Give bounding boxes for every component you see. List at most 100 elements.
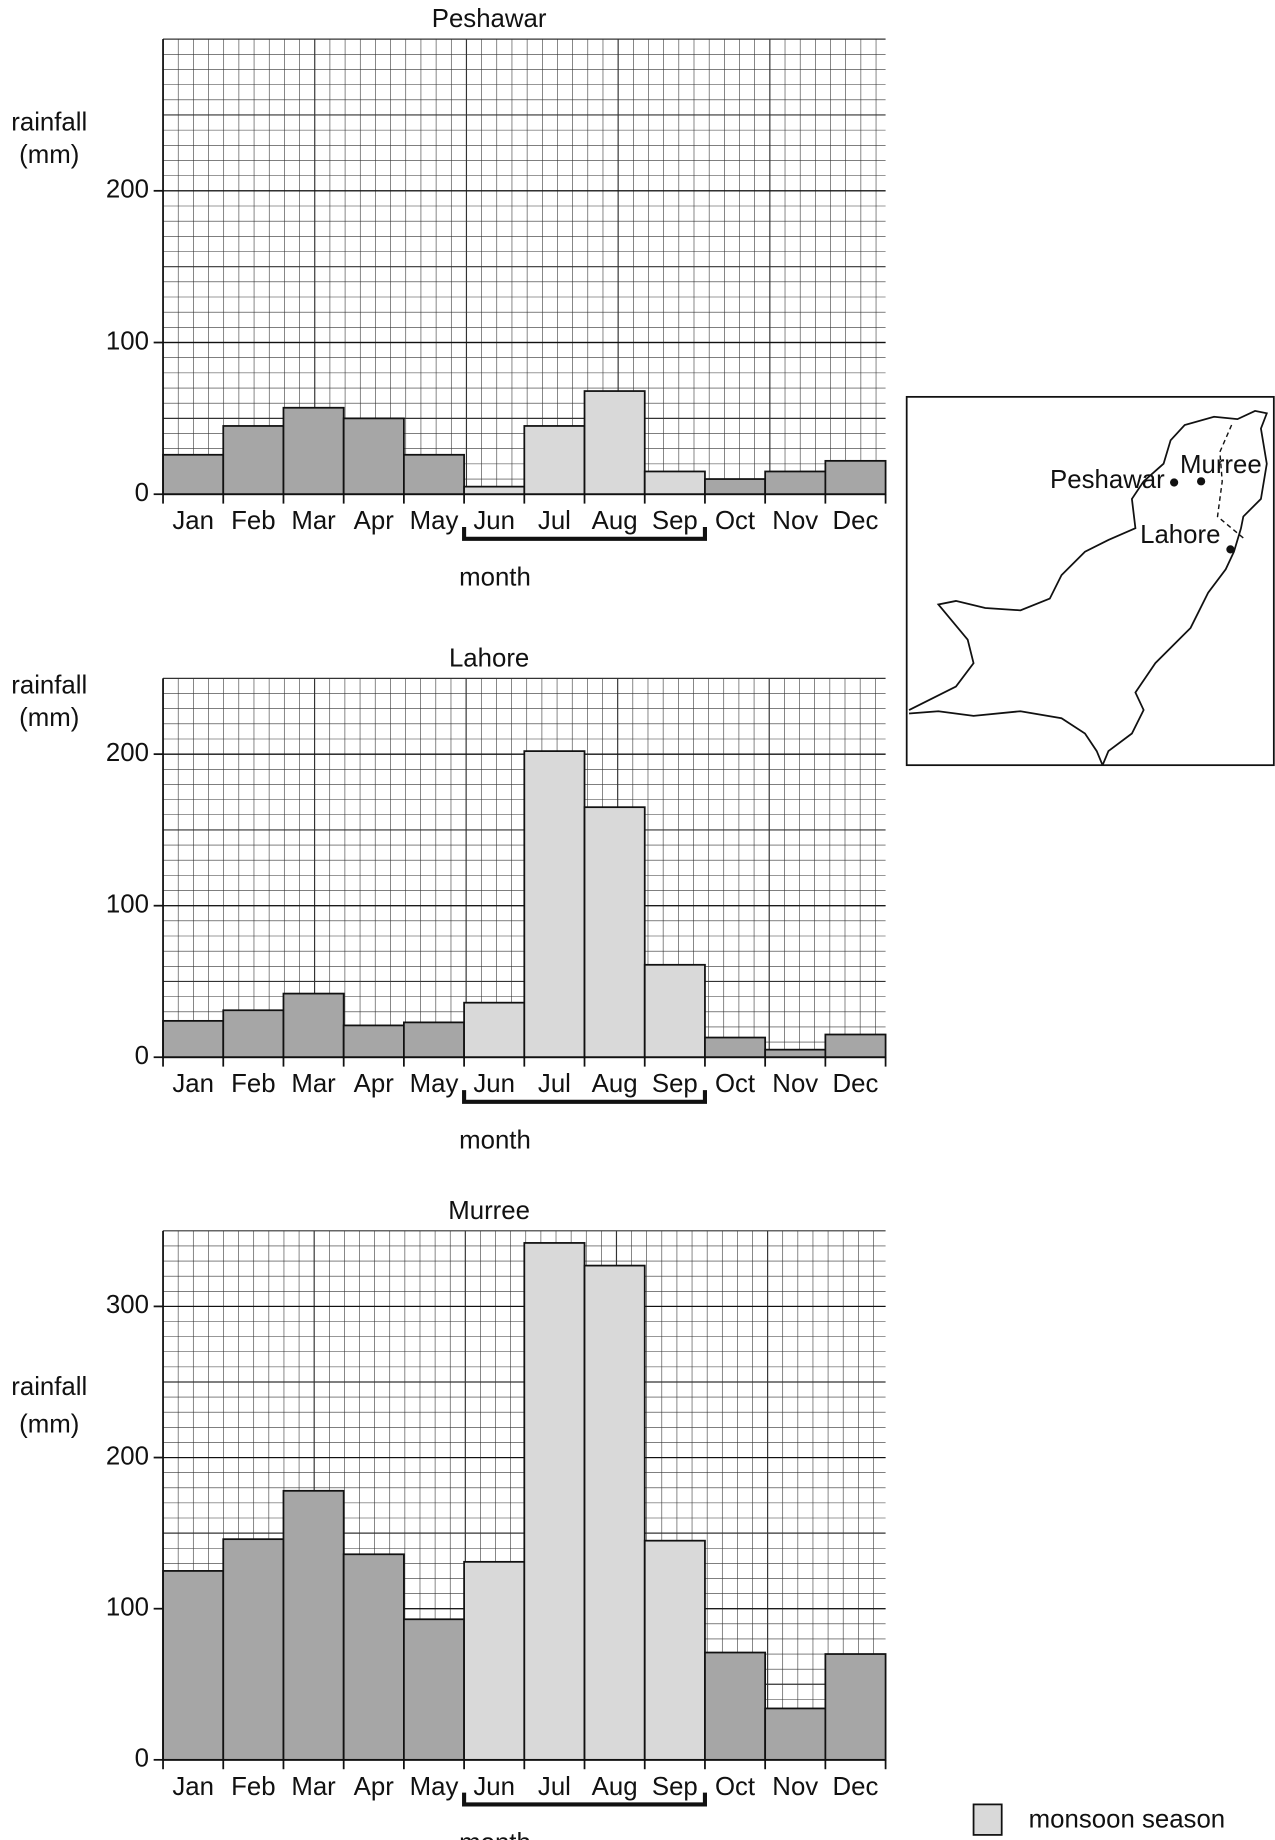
city-label: Peshawar (1050, 466, 1165, 494)
chart: Lahore rainfall (mm) 0 100 200 Jan Feb Mar Apr May… (11, 644, 887, 1155)
x-tick-label: Dec (833, 507, 879, 535)
chart-title: Murree (448, 1197, 530, 1225)
x-tick-label: Oct (715, 507, 755, 535)
x-tick-label: Mar (291, 1773, 336, 1801)
chart: Murree rainfall (mm) 0 100 200 300 Jan Feb Mar Apr… (11, 1197, 887, 1840)
y-tick-label: 100 (106, 891, 149, 919)
map: Peshawar Murree Lahore (905, 395, 1275, 767)
x-tick-label: Nov (772, 1773, 818, 1801)
map-frame (905, 395, 1275, 767)
x-tick-label: Sep (652, 1773, 698, 1801)
legend-label: monsoon season (1029, 1806, 1225, 1834)
x-tick-label: Aug (592, 1773, 638, 1801)
bar (162, 453, 225, 496)
bar (282, 1489, 345, 1761)
x-tick-label: Apr (354, 1070, 395, 1098)
city-dot (1226, 545, 1235, 554)
bar (162, 1019, 225, 1059)
bar (282, 406, 345, 496)
y-axis-label: rainfall (11, 671, 87, 699)
bar (403, 1021, 465, 1059)
monsoon-bracket (462, 1792, 707, 1807)
bar (764, 470, 827, 496)
bar (403, 1618, 465, 1761)
bar (704, 1651, 767, 1761)
x-tick-label: May (410, 1070, 459, 1098)
y-tick-label: 100 (106, 327, 149, 355)
y-axis-label: (mm) (19, 1410, 79, 1438)
y-tick-label: 0 (135, 479, 149, 507)
legend: monsoon season (972, 1803, 1225, 1836)
city-label: Murree (1180, 451, 1262, 479)
y-tick-label: 0 (135, 1745, 149, 1773)
x-axis-label: month (459, 1127, 531, 1155)
bar (523, 750, 586, 1059)
y-tick-label: 300 (106, 1291, 149, 1319)
bar (222, 1009, 285, 1059)
legend-swatch (972, 1803, 1003, 1836)
x-tick-label: Feb (231, 507, 275, 535)
x-tick-label: Aug (592, 1070, 638, 1098)
bar (282, 992, 345, 1059)
x-tick-label: Oct (715, 1773, 755, 1801)
bar (643, 1539, 706, 1761)
bar (583, 806, 646, 1059)
chart-title: Lahore (449, 644, 529, 672)
bar (342, 1024, 405, 1059)
x-tick-label: Mar (291, 1070, 336, 1098)
y-axis-label: (mm) (19, 141, 79, 169)
x-tick-label: Dec (833, 1773, 879, 1801)
monsoon-bracket (462, 1090, 707, 1104)
x-tick-label: Apr (354, 507, 395, 535)
x-tick-label: Aug (592, 507, 638, 535)
bar (643, 963, 706, 1059)
bar (463, 1560, 526, 1761)
bar (643, 470, 706, 496)
x-tick-label: Jul (538, 507, 571, 535)
x-tick-label: Jul (538, 1070, 571, 1098)
y-tick-label: 200 (106, 739, 149, 767)
x-tick-label: Jan (172, 1070, 214, 1098)
x-tick-label: Sep (652, 507, 698, 535)
x-tick-label: May (410, 1773, 459, 1801)
bar (583, 390, 646, 496)
y-tick-label: 200 (106, 176, 149, 204)
x-tick-label: Sep (652, 1070, 698, 1098)
x-axis-label: month (459, 1829, 531, 1840)
bar (704, 1036, 767, 1059)
bar (523, 1242, 586, 1761)
x-tick-label: Dec (833, 1070, 879, 1098)
border-dashed (1216, 424, 1247, 541)
chart-title: Peshawar (432, 5, 547, 33)
x-tick-label: Apr (354, 1773, 395, 1801)
bar (764, 1048, 827, 1059)
x-tick-label: Jun (473, 1773, 515, 1801)
city-label: Lahore (1140, 521, 1220, 549)
x-tick-label: Jan (172, 507, 214, 535)
bar (824, 1033, 887, 1059)
bar (583, 1264, 646, 1761)
bar (824, 459, 887, 496)
bar (342, 417, 405, 496)
bar (222, 1538, 285, 1761)
monsoon-bracket (462, 527, 707, 541)
bar (523, 425, 586, 496)
y-tick-label: 100 (106, 1594, 149, 1622)
bar (824, 1653, 887, 1761)
x-tick-label: May (410, 507, 459, 535)
x-tick-label: Jul (538, 1773, 571, 1801)
x-tick-label: Jun (473, 507, 515, 535)
y-tick-label: 200 (106, 1442, 149, 1470)
x-tick-label: Mar (291, 507, 336, 535)
x-tick-label: Jun (473, 1070, 515, 1098)
x-tick-label: Oct (715, 1070, 755, 1098)
x-tick-label: Nov (772, 1070, 818, 1098)
bar (764, 1707, 827, 1761)
bar (222, 425, 285, 496)
bar (162, 1570, 225, 1761)
city-dot (1196, 477, 1206, 486)
y-axis-label: rainfall (11, 108, 87, 136)
x-tick-label: Feb (231, 1070, 275, 1098)
bar (704, 478, 767, 496)
